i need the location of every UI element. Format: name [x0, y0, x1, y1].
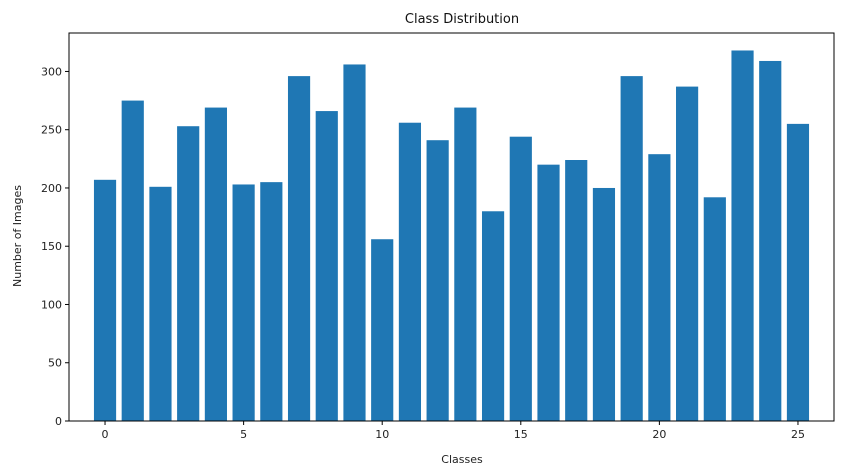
bar-class-8 [315, 111, 338, 421]
bar-class-11 [398, 122, 422, 421]
bar-class-25 [786, 123, 810, 421]
x-axis-ticks: 0 5 10 15 20 25 [102, 421, 805, 441]
bar-class-3 [177, 126, 200, 422]
y-tick-label: 50 [48, 357, 62, 370]
bar-class-13 [454, 107, 477, 421]
y-tick-label: 300 [41, 65, 62, 78]
y-axis-label: Number of Images [11, 185, 24, 287]
bar-class-18 [592, 187, 616, 421]
bars-group [93, 50, 810, 422]
x-tick-label: 25 [791, 428, 805, 441]
y-tick-label: 150 [41, 240, 62, 253]
bar-class-12 [426, 140, 449, 421]
bar-class-6 [260, 182, 283, 421]
x-tick-label: 20 [652, 428, 666, 441]
bar-class-20 [648, 154, 671, 421]
bar-class-1 [121, 100, 144, 421]
bar-class-24 [759, 60, 782, 422]
bar-class-2 [149, 186, 172, 421]
x-tick-label: 0 [102, 428, 109, 441]
bar-class-15 [509, 136, 532, 421]
bar-class-23 [731, 50, 754, 421]
bar-class-17 [565, 160, 588, 421]
bar-class-16 [537, 164, 560, 421]
bar-class-4 [204, 107, 227, 421]
x-tick-label: 10 [375, 428, 389, 441]
y-axis-ticks: 0 50 100 150 200 250 300 [41, 65, 69, 428]
bar-class-14 [481, 211, 505, 421]
bar-class-0 [93, 179, 117, 421]
bar-class-19 [620, 76, 643, 422]
chart-title: Class Distribution [405, 12, 519, 27]
x-tick-label: 15 [514, 428, 528, 441]
y-tick-label: 100 [41, 298, 62, 311]
bar-class-5 [232, 184, 255, 421]
plot-frame [68, 32, 835, 422]
x-tick-label: 5 [240, 428, 247, 441]
y-tick-label: 200 [41, 182, 62, 195]
bar-class-22 [703, 197, 726, 421]
x-axis-label: Classes [441, 453, 483, 466]
y-tick-label: 0 [55, 415, 62, 428]
bar-class-9 [343, 64, 366, 422]
bar-class-10 [371, 239, 394, 421]
bar-class-7 [287, 76, 311, 422]
bar-class-21 [676, 86, 699, 421]
y-tick-label: 250 [41, 124, 62, 137]
